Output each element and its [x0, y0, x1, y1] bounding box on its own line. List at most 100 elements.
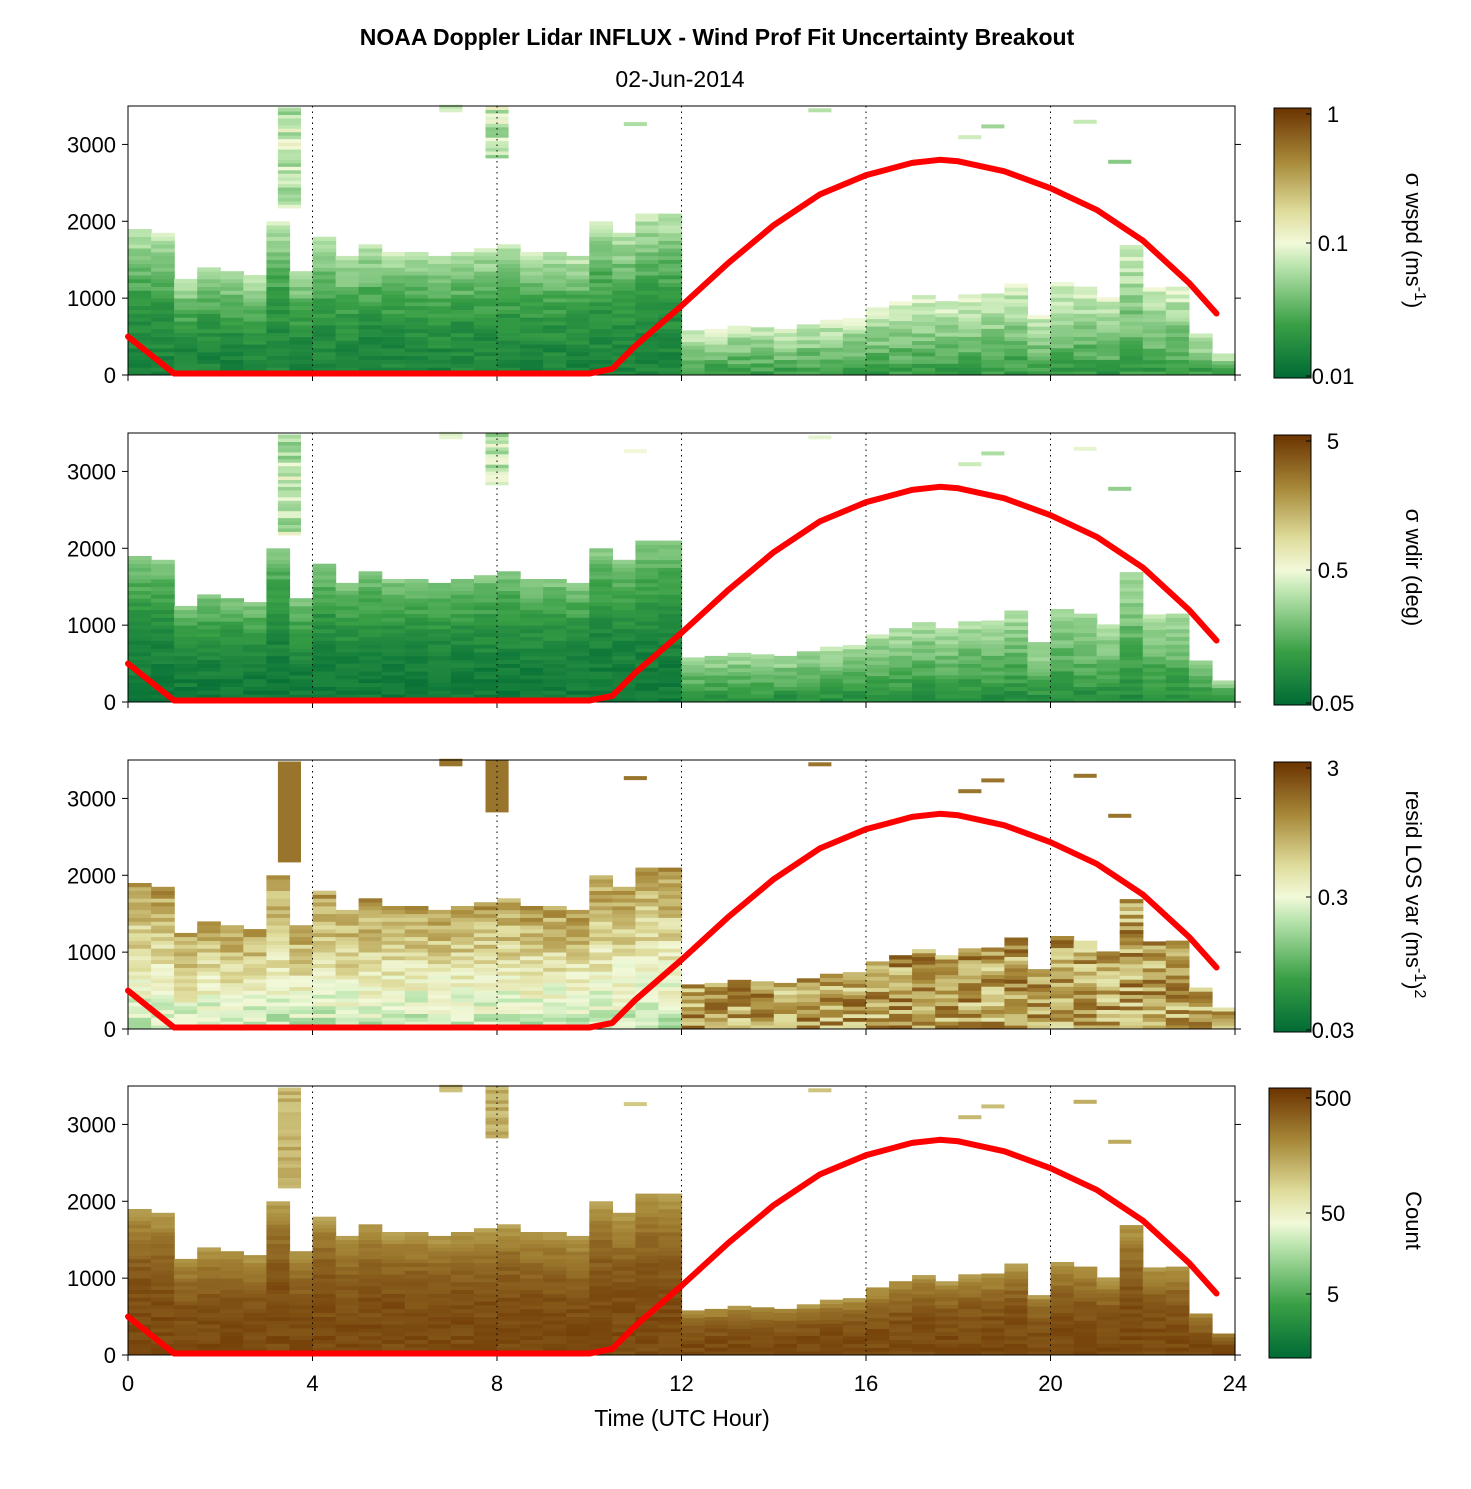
heatmap-cell	[819, 355, 844, 360]
heatmap-cell	[1096, 320, 1121, 325]
heatmap-streak	[277, 138, 301, 143]
heatmap-cell	[566, 932, 590, 938]
heatmap-cell	[612, 1220, 636, 1225]
heatmap-cell	[427, 659, 452, 664]
heatmap-cell	[612, 1270, 636, 1275]
heatmap-cell	[174, 971, 198, 976]
heatmap-cell	[335, 959, 360, 964]
heatmap-cell	[427, 359, 452, 364]
heatmap-cell	[151, 348, 175, 353]
heatmap-cell	[151, 648, 175, 653]
heatmap-cell	[1119, 910, 1144, 915]
heatmap-cell	[497, 321, 521, 326]
heatmap-cell	[981, 620, 1005, 625]
heatmap-cell	[681, 676, 706, 681]
heatmap-cell	[681, 991, 706, 996]
heatmap-cell	[128, 690, 152, 695]
heatmap-cell	[151, 305, 175, 310]
heatmap-cell	[1073, 321, 1098, 326]
heatmap-cell	[427, 1305, 452, 1310]
heatmap-cell	[220, 1331, 244, 1337]
heatmap-cell	[819, 1347, 844, 1352]
heatmap-cell	[151, 598, 175, 603]
heatmap-cell	[128, 286, 152, 291]
heatmap-cell	[727, 679, 752, 684]
heatmap-cell	[312, 963, 337, 968]
heatmap-cell	[981, 351, 1005, 356]
heatmap-cell	[842, 1298, 867, 1303]
heatmap-cell	[958, 982, 982, 988]
heatmap-cell	[473, 994, 498, 999]
heatmap-cell	[612, 998, 636, 1003]
heatmap-cell	[658, 1262, 683, 1267]
heatmap-cell	[1142, 983, 1167, 988]
heatmap-cell	[819, 1343, 844, 1348]
heatmap-cell	[174, 1343, 198, 1348]
heatmap-cell	[174, 667, 198, 672]
heatmap-cell	[404, 925, 429, 930]
heatmap-cell	[958, 1013, 982, 1018]
heatmap-cell	[543, 1239, 567, 1244]
heatmap-cell	[450, 609, 475, 614]
heatmap-cell	[889, 694, 913, 699]
heatmap-cell	[566, 309, 590, 314]
heatmap-cell	[1096, 340, 1121, 345]
heatmap-cell	[796, 347, 821, 352]
heatmap-cell	[1188, 1013, 1213, 1019]
heatmap-cell	[1142, 945, 1167, 950]
heatmap-cell	[427, 351, 452, 357]
heatmap-cell	[566, 1021, 590, 1026]
heatmap-cell	[866, 1298, 890, 1303]
heatmap-cell	[497, 1258, 521, 1264]
heatmap-cell	[473, 629, 498, 634]
heatmap-cell	[266, 886, 291, 891]
heatmap-cell	[935, 351, 959, 356]
heatmap-cell	[635, 351, 660, 357]
heatmap-cell	[381, 686, 406, 691]
heatmap-cell	[312, 598, 337, 603]
heatmap-cell	[151, 282, 175, 287]
heatmap-cell	[358, 1235, 383, 1241]
heatmap-cell	[566, 929, 590, 934]
heatmap-cell	[220, 636, 244, 641]
heatmap-cell	[612, 1224, 636, 1229]
heatmap-cell	[1165, 971, 1190, 976]
heatmap-cell	[750, 1001, 775, 1006]
heatmap-streak	[277, 844, 301, 849]
heatmap-cell	[497, 686, 521, 691]
heatmap-cell	[497, 663, 521, 668]
heatmap-cell	[935, 301, 959, 306]
heatmap-cell	[981, 694, 1005, 699]
heatmap-streak	[277, 159, 301, 164]
heatmap-cell	[612, 690, 636, 695]
heatmap-cell	[704, 994, 729, 999]
heatmap-cell	[266, 548, 291, 553]
heatmap-cell	[497, 967, 521, 972]
heatmap-cell	[151, 617, 175, 622]
heatmap-cell	[427, 1347, 452, 1352]
heatmap-cell	[174, 936, 198, 941]
y-tick-label: 1000	[67, 940, 116, 965]
heatmap-cell	[427, 255, 452, 261]
heatmap-cell	[151, 1232, 175, 1237]
heatmap-cell	[1004, 641, 1029, 646]
heatmap-cell	[1142, 968, 1167, 973]
heatmap-cell	[866, 1328, 890, 1333]
heatmap-cell	[889, 1320, 913, 1325]
heatmap-cell	[635, 363, 660, 368]
heatmap-cell	[312, 594, 337, 599]
heatmap-cell	[289, 290, 314, 295]
heatmap-cell	[635, 1247, 660, 1252]
heatmap-cell	[958, 1305, 982, 1310]
heatmap-cell	[543, 682, 567, 687]
heatmap-cell	[358, 1266, 383, 1271]
heatmap-cell	[381, 598, 406, 603]
heatmap-cell	[681, 1006, 706, 1011]
heatmap-cell	[381, 1005, 406, 1011]
heatmap-cell	[981, 1005, 1005, 1010]
heatmap-cell	[381, 956, 406, 961]
heatmap-cell	[1165, 990, 1190, 995]
heatmap-cell	[497, 1228, 521, 1233]
heatmap-cell	[1142, 975, 1167, 980]
heatmap-cell	[842, 667, 867, 673]
